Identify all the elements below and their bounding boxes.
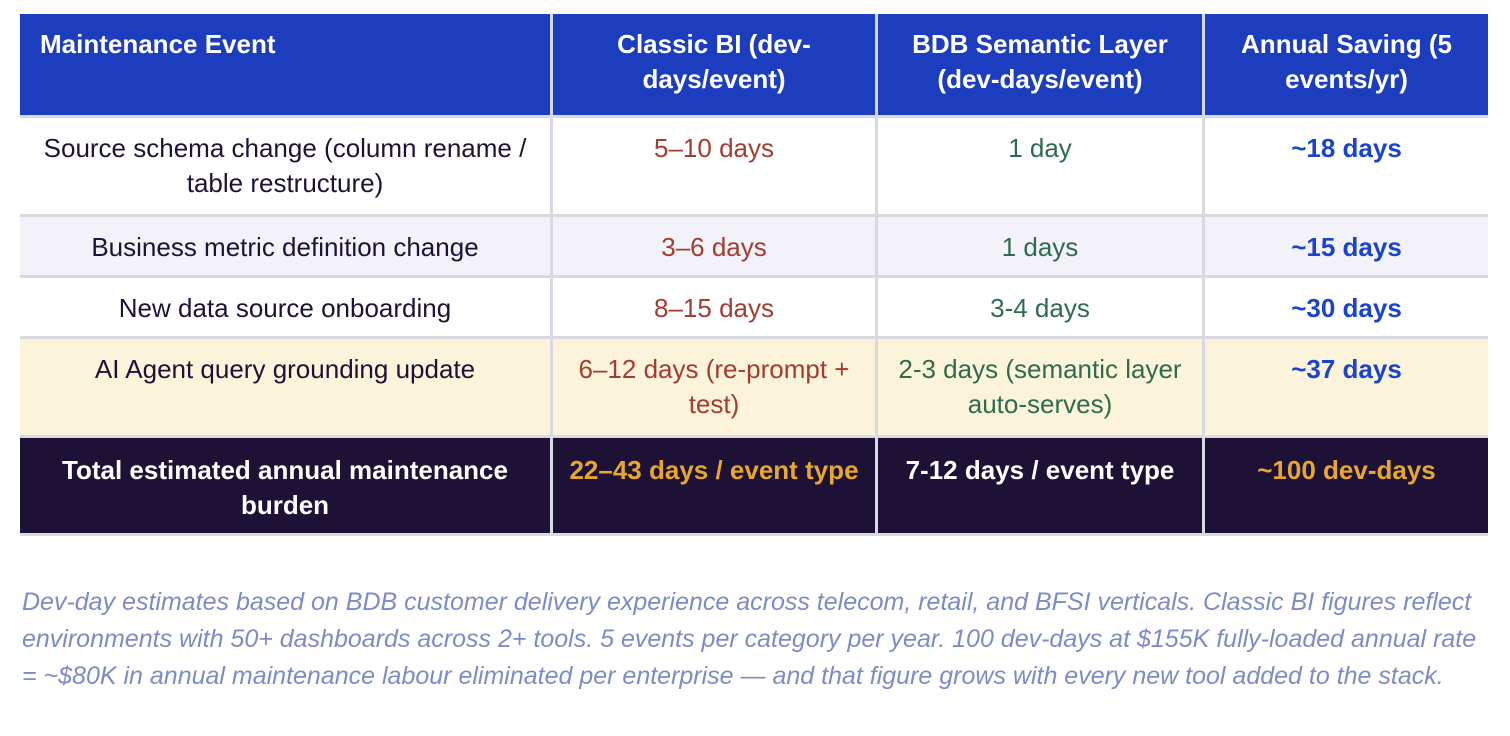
- column-header-classic-bi: Classic BI (dev-days/event): [553, 14, 878, 118]
- maintenance-comparison-table: Maintenance Event Classic BI (dev-days/e…: [20, 14, 1488, 536]
- cell-classic: 6–12 days (re-prompt + test): [553, 339, 878, 438]
- cell-saving: ~37 days: [1205, 339, 1488, 438]
- cell-bdb: 1 days: [878, 217, 1205, 278]
- table-row-ai-agent-grounding: AI Agent query grounding update 6–12 day…: [20, 339, 1488, 438]
- footnote-text: Dev-day estimates based on BDB customer …: [22, 588, 1477, 690]
- header-row: Maintenance Event Classic BI (dev-days/e…: [20, 14, 1488, 118]
- column-header-maintenance-event: Maintenance Event: [20, 14, 553, 118]
- cell-total-saving: ~100 dev-days: [1205, 438, 1488, 536]
- table-body: Source schema change (column rename / ta…: [20, 118, 1488, 536]
- cell-bdb: 1 day: [878, 118, 1205, 217]
- cell-total-classic: 22–43 days / event type: [553, 438, 878, 536]
- cell-classic: 8–15 days: [553, 278, 878, 339]
- column-header-bdb-semantic-layer: BDB Semantic Layer (dev-days/event): [878, 14, 1205, 118]
- cell-bdb: 2-3 days (semantic layer auto-serves): [878, 339, 1205, 438]
- cell-saving: ~18 days: [1205, 118, 1488, 217]
- cell-classic: 3–6 days: [553, 217, 878, 278]
- cell-classic: 5–10 days: [553, 118, 878, 217]
- cell-event: New data source onboarding: [20, 278, 553, 339]
- cell-event: Business metric definition change: [20, 217, 553, 278]
- table-row-business-metric-change: Business metric definition change 3–6 da…: [20, 217, 1488, 278]
- table-row-new-data-source: New data source onboarding 8–15 days 3-4…: [20, 278, 1488, 339]
- cell-event: AI Agent query grounding update: [20, 339, 553, 438]
- column-header-annual-saving: Annual Saving (5 events/yr): [1205, 14, 1488, 118]
- table-row-source-schema-change: Source schema change (column rename / ta…: [20, 118, 1488, 217]
- cell-total-bdb: 7-12 days / event type: [878, 438, 1205, 536]
- cell-saving: ~15 days: [1205, 217, 1488, 278]
- cell-total-label: Total estimated annual maintenance burde…: [20, 438, 553, 536]
- cell-event: Source schema change (column rename / ta…: [20, 118, 553, 217]
- cell-bdb: 3-4 days: [878, 278, 1205, 339]
- cell-saving: ~30 days: [1205, 278, 1488, 339]
- table-header: Maintenance Event Classic BI (dev-days/e…: [20, 14, 1488, 118]
- table-row-total-burden: Total estimated annual maintenance burde…: [20, 438, 1488, 536]
